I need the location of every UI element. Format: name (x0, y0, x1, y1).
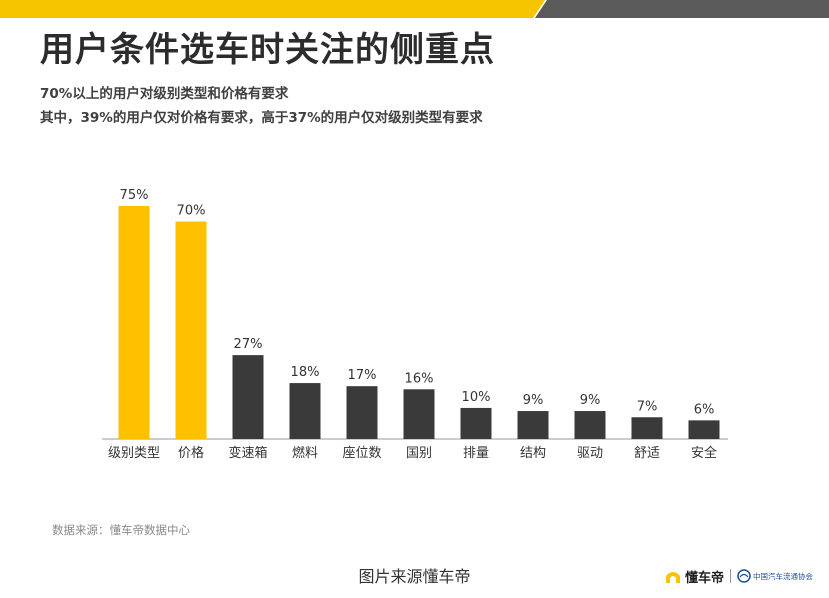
value-label-2: 27% (234, 337, 263, 352)
data-source-note: 数据来源：懂车帝数据中心 (52, 523, 190, 537)
bar-4 (346, 386, 378, 439)
value-label-9: 7% (637, 399, 658, 414)
bar-1 (175, 221, 207, 439)
subtitle-line-1: 70%以上的用户对级别类型和价格有要求 (40, 86, 289, 102)
bar-8 (574, 411, 606, 439)
subtitle-line-2: 其中，39%的用户仅对价格有要求，高于37%的用户仅对级别类型有要求 (40, 110, 483, 126)
banner-yellow-stripe (0, 0, 545, 18)
bar-7 (517, 411, 549, 439)
category-label-6: 排量 (463, 446, 489, 461)
bar-2 (232, 355, 264, 439)
value-label-6: 10% (462, 390, 491, 405)
category-label-5: 国别 (406, 446, 432, 461)
value-label-4: 17% (348, 368, 377, 383)
bar-10 (688, 420, 720, 439)
value-label-10: 6% (694, 402, 715, 417)
bar-chart: 75% 级别类型 70% 价格 27% 变速箱 18% 燃料 17% 座位数 16% 国别 10% 排量 9… (102, 188, 728, 461)
dongchedi-logo-icon (666, 572, 680, 583)
value-label-0: 75% (120, 188, 149, 203)
bar-0 (118, 206, 150, 439)
bar-9 (631, 417, 663, 439)
value-label-5: 16% (405, 371, 434, 386)
dongchedi-logo-text: 懂车帝 (685, 570, 725, 586)
logo-divider (730, 569, 732, 583)
category-label-9: 舒适 (634, 446, 660, 461)
caam-logo-text: 中国汽车流通协会 (753, 571, 814, 581)
category-label-2: 变速箱 (228, 445, 267, 461)
category-label-7: 结构 (520, 446, 546, 461)
caam-logo-icon (737, 569, 751, 583)
value-label-1: 70% (177, 204, 206, 219)
category-label-4: 座位数 (342, 446, 381, 461)
page-title: 用户条件选车时关注的侧重点 (40, 30, 495, 70)
value-label-3: 18% (291, 365, 320, 380)
category-label-3: 燃料 (292, 445, 318, 461)
value-label-7: 9% (523, 393, 544, 408)
image-caption: 图片来源懂车帝 (358, 567, 471, 586)
bar-5 (403, 389, 435, 439)
bar-6 (460, 407, 492, 439)
category-label-8: 驱动 (577, 446, 603, 461)
category-label-1: 价格 (178, 445, 204, 461)
category-label-0: 级别类型 (108, 446, 160, 461)
banner-gray-stripe (535, 0, 829, 18)
bar-3 (289, 383, 321, 439)
category-label-10: 安全 (691, 445, 717, 461)
top-banner (0, 0, 829, 18)
footer-logos: 懂车帝 中国汽车流通协会 (664, 565, 813, 587)
value-label-8: 9% (580, 393, 601, 408)
